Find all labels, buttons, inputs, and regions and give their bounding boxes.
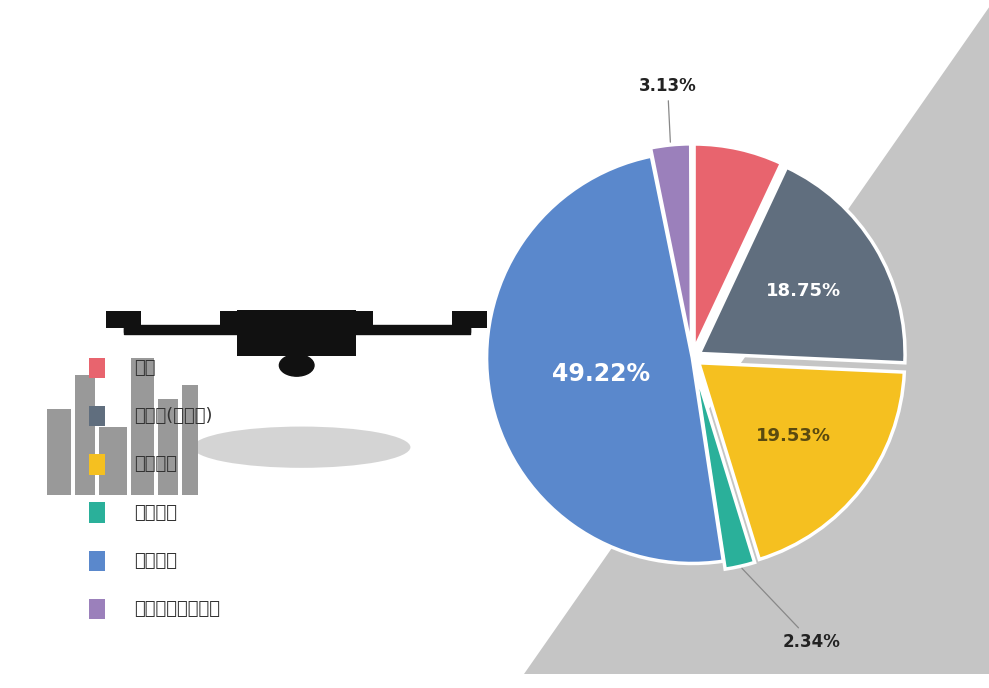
Wedge shape bbox=[699, 167, 905, 363]
Text: 비행제어: 비행제어 bbox=[135, 455, 177, 473]
Bar bbox=[99, 427, 127, 495]
Text: 2.34%: 2.34% bbox=[742, 568, 841, 651]
Wedge shape bbox=[694, 366, 755, 569]
Bar bbox=[131, 358, 154, 495]
Text: 전자통신: 전자통신 bbox=[135, 504, 177, 522]
Text: 19.53%: 19.53% bbox=[756, 427, 831, 445]
Bar bbox=[237, 310, 356, 356]
FancyBboxPatch shape bbox=[89, 550, 105, 571]
FancyBboxPatch shape bbox=[89, 454, 105, 475]
Text: 임무장비: 임무장비 bbox=[135, 552, 177, 570]
Wedge shape bbox=[699, 363, 904, 559]
Text: 49.22%: 49.22% bbox=[552, 362, 650, 386]
FancyBboxPatch shape bbox=[89, 502, 105, 523]
Text: 파워: 파워 bbox=[135, 359, 155, 377]
Text: 18.75%: 18.75% bbox=[765, 281, 841, 300]
Wedge shape bbox=[694, 144, 781, 350]
Bar bbox=[453, 311, 488, 328]
Text: 비행체(플랫폼): 비행체(플랫폼) bbox=[135, 407, 213, 425]
Bar bbox=[221, 311, 255, 328]
Bar bbox=[47, 409, 71, 495]
Text: 3.13%: 3.13% bbox=[639, 77, 696, 142]
Bar bbox=[182, 385, 198, 495]
Text: 추락대비안전장치: 추락대비안전장치 bbox=[135, 600, 221, 618]
Wedge shape bbox=[651, 144, 691, 350]
Bar bbox=[75, 375, 95, 495]
Wedge shape bbox=[487, 156, 723, 563]
Circle shape bbox=[280, 354, 315, 376]
FancyBboxPatch shape bbox=[89, 599, 105, 619]
FancyBboxPatch shape bbox=[89, 358, 105, 378]
Bar bbox=[158, 399, 178, 495]
Bar bbox=[339, 311, 374, 328]
FancyBboxPatch shape bbox=[89, 406, 105, 427]
Bar bbox=[107, 311, 141, 328]
